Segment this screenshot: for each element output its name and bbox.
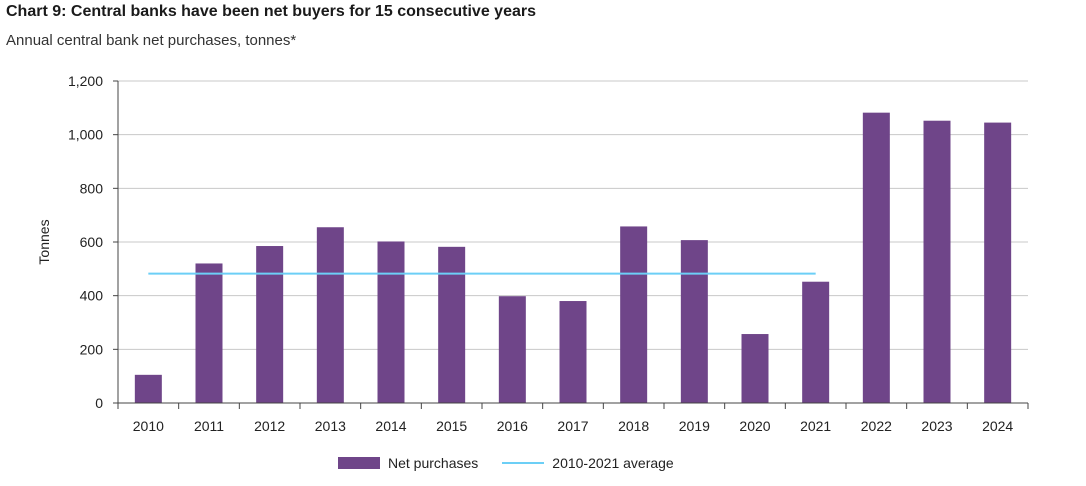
x-tick-label: 2019: [679, 418, 710, 434]
bar: [438, 246, 466, 403]
x-tick-label: 2014: [375, 418, 406, 434]
x-tick-label: 2012: [254, 418, 285, 434]
bar: [256, 246, 284, 403]
bar: [802, 281, 830, 403]
x-tick-label: 2021: [800, 418, 831, 434]
legend-swatch-line: [502, 462, 545, 464]
y-tick-label: 0: [95, 395, 103, 411]
y-tick-label: 1,200: [68, 73, 103, 89]
bar: [923, 120, 951, 404]
chart-subtitle: Annual central bank net purchases, tonne…: [6, 32, 297, 49]
x-tick-label: 2013: [315, 418, 346, 434]
y-axis-label: Tonnes: [36, 219, 52, 264]
bar: [377, 241, 405, 403]
legend-label-average: 2010-2021 average: [552, 455, 674, 471]
x-tick-label: 2010: [133, 418, 164, 434]
x-tick-label: 2016: [497, 418, 528, 434]
y-tick-label: 600: [80, 234, 104, 250]
chart-title: Chart 9: Central banks have been net buy…: [6, 3, 536, 20]
x-tick-label: 2024: [982, 418, 1013, 434]
x-tick-label: 2022: [861, 418, 892, 434]
legend-label-net-purchases: Net purchases: [388, 455, 479, 471]
bar: [316, 227, 344, 403]
y-tick-label: 200: [80, 341, 104, 357]
x-tick-label: 2018: [618, 418, 649, 434]
y-tick-label: 400: [80, 288, 104, 304]
x-tick-label: 2015: [436, 418, 467, 434]
bar: [134, 374, 162, 403]
x-tick-label: 2020: [739, 418, 770, 434]
x-tick-label: 2017: [557, 418, 588, 434]
bar: [680, 240, 708, 403]
y-tick-label: 800: [80, 180, 104, 196]
bar: [498, 296, 526, 403]
bar: [559, 301, 587, 403]
chart-legend: Net purchases 2010-2021 average: [338, 455, 698, 471]
bar: [862, 112, 890, 403]
bar: [741, 334, 769, 403]
x-tick-label: 2023: [921, 418, 952, 434]
legend-item-average: 2010-2021 average: [502, 455, 674, 471]
legend-swatch-bar: [338, 457, 380, 469]
x-tick-label: 2011: [194, 418, 224, 434]
legend-item-net-purchases: Net purchases: [338, 455, 478, 471]
bar: [984, 122, 1012, 403]
y-tick-label: 1,000: [68, 127, 103, 143]
bar: [620, 226, 648, 403]
bar: [195, 263, 223, 403]
